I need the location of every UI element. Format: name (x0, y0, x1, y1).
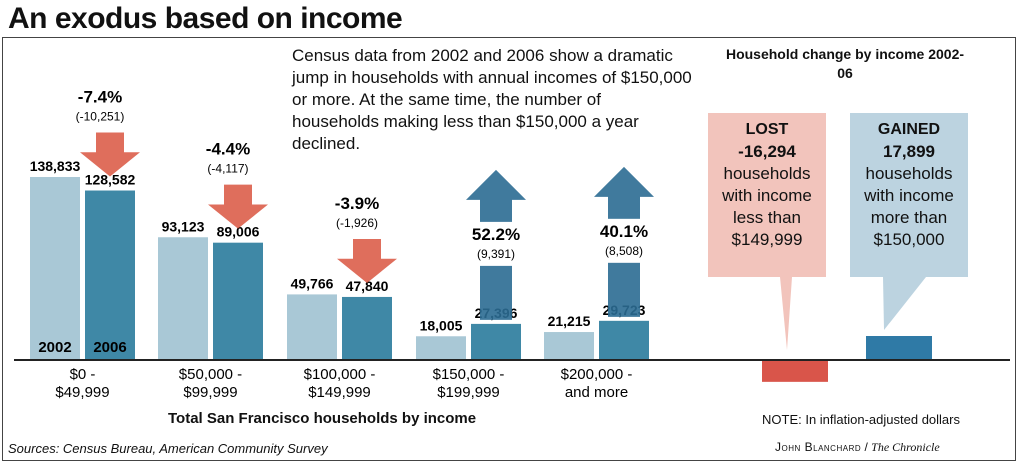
change-absolute: (8,508) (605, 244, 643, 258)
page-title: An exodus based on income (8, 2, 403, 35)
change-absolute: (-4,117) (207, 162, 248, 176)
category-label: $199,999 (437, 384, 500, 401)
change-percent: -4.4% (206, 140, 250, 159)
lost-line: $149,999 (731, 230, 803, 249)
down-arrow (208, 184, 268, 229)
bar-2006 (213, 242, 263, 360)
x-axis-title: Total San Francisco households by income (168, 410, 477, 427)
lost-callout: LOST -16,294 households with income less… (708, 113, 826, 277)
bar-2002 (416, 336, 466, 360)
chart-frame (2, 37, 1016, 461)
gained-callout: GAINED 17,899 households with income mor… (850, 113, 968, 277)
bar-2006 (599, 320, 649, 360)
change-absolute: (9,391) (477, 247, 515, 261)
down-arrow (80, 132, 140, 177)
bar-2006 (85, 190, 135, 360)
category-label: $149,999 (308, 384, 371, 401)
lost-heading: LOST (745, 121, 789, 138)
change-percent: -3.9% (335, 194, 379, 213)
bar-2002 (544, 332, 594, 360)
data-label-2002: 49,766 (291, 275, 334, 291)
category-label: $0 - (70, 366, 96, 383)
data-label-2006: 89,006 (217, 224, 260, 240)
bar-2006 (471, 323, 521, 360)
category-label: and more (565, 384, 628, 401)
credit-line: John Blanchard / The Chronicle (775, 440, 940, 455)
lost-line: households (723, 164, 811, 183)
lost-value: -16,294 (738, 142, 796, 161)
lost-line: less than (732, 208, 802, 227)
lost-pointer (752, 277, 792, 350)
category-label: $50,000 - (179, 366, 242, 383)
change-label-bg (462, 221, 528, 266)
data-label-2002: 138,833 (30, 158, 81, 174)
data-label-2006: 128,582 (85, 172, 136, 188)
gained-change-bar (866, 336, 932, 360)
credit-separator: / (861, 440, 872, 454)
gained-pointer (883, 277, 926, 330)
bar-2002 (158, 237, 208, 360)
note-text: NOTE: In inflation-adjusted dollars (762, 412, 960, 427)
down-arrow (337, 238, 397, 283)
bar-2002 (30, 177, 80, 360)
data-label-2002: 21,215 (548, 313, 591, 329)
change-absolute: (-10,251) (76, 110, 125, 124)
intro-text: Census data from 2002 and 2006 show a dr… (292, 46, 692, 153)
data-label-2002: 18,005 (420, 317, 463, 333)
gained-line: $150,000 (873, 230, 945, 249)
gained-line: households (865, 164, 953, 183)
category-label: $150,000 - (433, 366, 505, 383)
series-label-2006: 2006 (93, 339, 126, 356)
credit-org: The Chronicle (871, 440, 940, 454)
household-change-title: Household change by income 2002-06 (725, 46, 965, 81)
data-label-2002: 93,123 (162, 218, 205, 234)
lost-change-bar (762, 360, 828, 382)
change-percent: -7.4% (78, 88, 122, 107)
sources-text: Sources: Census Bureau, American Communi… (8, 441, 328, 456)
series-label-2002: 2002 (38, 339, 71, 356)
category-label: $99,999 (183, 384, 237, 401)
bar-2006 (342, 296, 392, 360)
change-absolute: (-1,926) (336, 216, 378, 230)
gained-value: 17,899 (883, 142, 935, 161)
data-label-2006: 47,840 (346, 278, 389, 294)
gained-line: with income (864, 186, 954, 205)
change-percent: 52.2% (472, 225, 520, 244)
gained-line: more than (870, 208, 948, 227)
category-label: $100,000 - (304, 366, 376, 383)
lost-line: with income (722, 186, 812, 205)
bar-2002 (287, 294, 337, 360)
change-label-bg (590, 218, 656, 263)
credit-name: John Blanchard (775, 440, 862, 454)
category-label: $49,999 (55, 384, 109, 401)
category-label: $200,000 - (561, 366, 633, 383)
change-percent: 40.1% (600, 222, 648, 241)
gained-heading: GAINED (877, 121, 941, 138)
